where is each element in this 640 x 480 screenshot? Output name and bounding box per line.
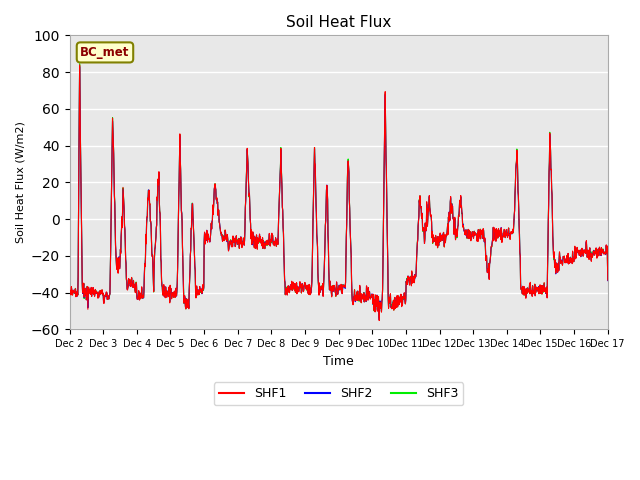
SHF3 xyxy=(376,315,383,321)
SHF3 xyxy=(246,203,253,208)
SHF2 xyxy=(604,278,612,284)
SHF1 xyxy=(173,293,180,299)
SHF2 xyxy=(423,201,431,207)
SHF3 xyxy=(423,202,431,208)
Title: Soil Heat Flux: Soil Heat Flux xyxy=(286,15,391,30)
SHF1 xyxy=(541,288,548,294)
SHF2 xyxy=(66,285,74,290)
Line: SHF1: SHF1 xyxy=(70,65,608,321)
Legend: SHF1, SHF2, SHF3: SHF1, SHF2, SHF3 xyxy=(214,383,463,406)
SHF3 xyxy=(604,277,612,283)
SHF2 xyxy=(173,293,180,299)
SHF2 xyxy=(246,203,253,208)
SHF1 xyxy=(246,202,253,207)
SHF3 xyxy=(493,233,501,239)
SHF2 xyxy=(76,64,83,70)
Line: SHF3: SHF3 xyxy=(70,64,608,318)
SHF3 xyxy=(541,288,548,294)
Y-axis label: Soil Heat Flux (W/m2): Soil Heat Flux (W/m2) xyxy=(15,121,25,243)
SHF1 xyxy=(76,62,83,68)
SHF1 xyxy=(604,277,612,283)
X-axis label: Time: Time xyxy=(323,355,354,368)
SHF1 xyxy=(66,284,74,289)
SHF2 xyxy=(541,288,548,294)
SHF2 xyxy=(493,235,501,240)
SHF1 xyxy=(493,235,501,240)
SHF3 xyxy=(173,293,180,299)
SHF3 xyxy=(66,285,74,290)
SHF3 xyxy=(186,278,193,284)
SHF1 xyxy=(423,199,431,204)
SHF1 xyxy=(376,318,383,324)
SHF1 xyxy=(186,278,193,284)
Line: SHF2: SHF2 xyxy=(70,67,608,320)
SHF2 xyxy=(186,278,193,284)
SHF3 xyxy=(76,61,83,67)
Text: BC_met: BC_met xyxy=(80,46,130,59)
SHF2 xyxy=(376,317,383,323)
